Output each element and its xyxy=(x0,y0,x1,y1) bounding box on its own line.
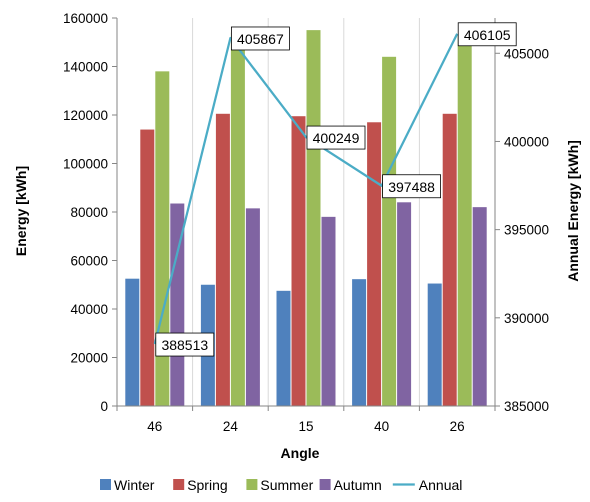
annual-data-label-box xyxy=(457,22,517,47)
y2-tick-label: 405000 xyxy=(504,46,549,61)
bar-autumn-26 xyxy=(472,207,487,406)
annual-data-labels: 388513 405867 400249 397488 406105 xyxy=(155,22,517,357)
x-tick-label: 15 xyxy=(298,419,313,434)
legend-label-winter: Winter xyxy=(114,477,155,493)
legend-label-autumn: Autumn xyxy=(334,477,382,493)
legend-label-summer: Summer xyxy=(260,477,313,493)
annual-data-label-box xyxy=(306,125,366,150)
bar-spring-24 xyxy=(215,113,230,406)
legend: Winter Spring Summer Autumn Annual xyxy=(100,477,462,493)
legend-label-annual: Annual xyxy=(419,477,463,493)
y-tick-label: 140000 xyxy=(63,60,108,75)
bar-autumn-24 xyxy=(245,208,260,406)
bar-summer-46 xyxy=(155,71,170,406)
y-tick-label: 80000 xyxy=(70,205,108,220)
legend-label-spring: Spring xyxy=(187,477,227,493)
bar-winter-40 xyxy=(352,279,367,406)
annual-data-label: 405867 xyxy=(237,31,284,47)
annual-data-label: 406105 xyxy=(464,27,511,43)
y-tick-label: 0 xyxy=(100,399,108,414)
legend-swatch-autumn xyxy=(319,479,331,490)
annual-data-label: 388513 xyxy=(161,337,208,353)
y2-tick-label: 390000 xyxy=(504,311,549,326)
annual-data-label: 397488 xyxy=(388,179,435,195)
tick-labels: 0 20000 40000 60000 80000 100000 120000 140000 1… xyxy=(63,11,549,434)
x-tick-label: 24 xyxy=(223,419,239,434)
annual-line-series xyxy=(153,33,459,345)
y2-axis-title: Annual Energy [kWh] xyxy=(565,140,581,282)
bar-autumn-15 xyxy=(321,216,336,406)
y-tick-label: 160000 xyxy=(63,11,108,26)
bar-spring-26 xyxy=(442,113,457,406)
legend-swatch-summer xyxy=(246,479,258,490)
annual-data-label-box xyxy=(155,332,215,357)
x-axis-title: Angle xyxy=(281,445,320,461)
legend-swatch-spring xyxy=(173,479,185,490)
y-tick-label: 60000 xyxy=(70,254,108,269)
bar-spring-40 xyxy=(367,122,382,407)
bar-summer-15 xyxy=(306,30,321,406)
y-tick-label: 40000 xyxy=(70,302,108,317)
bar-winter-46 xyxy=(125,278,140,406)
annual-line xyxy=(153,33,459,345)
y-tick-label: 20000 xyxy=(70,351,108,366)
legend-swatch-winter xyxy=(100,479,111,490)
y-tick-label: 120000 xyxy=(63,108,108,123)
y-tick-label: 100000 xyxy=(63,157,108,172)
bar-spring-15 xyxy=(291,116,306,407)
bar-summer-24 xyxy=(230,32,245,407)
bar-winter-15 xyxy=(276,290,291,406)
bar-spring-46 xyxy=(140,129,155,407)
x-tick-label: 40 xyxy=(374,419,389,434)
bar-summer-40 xyxy=(382,56,397,407)
y2-tick-label: 395000 xyxy=(504,223,549,238)
annual-data-label: 400249 xyxy=(313,130,360,146)
bar-summer-26 xyxy=(457,34,472,406)
x-tick-label: 26 xyxy=(450,419,465,434)
y-axis-title: Energy [kWh] xyxy=(13,166,29,256)
x-tick-label: 46 xyxy=(147,419,162,434)
axes xyxy=(112,17,500,411)
bar-winter-26 xyxy=(427,283,442,406)
y2-tick-label: 400000 xyxy=(504,134,549,149)
annual-data-label-box xyxy=(230,26,290,51)
bar-autumn-40 xyxy=(397,202,412,406)
annual-data-label-box xyxy=(382,174,442,199)
y2-tick-label: 385000 xyxy=(504,399,549,414)
